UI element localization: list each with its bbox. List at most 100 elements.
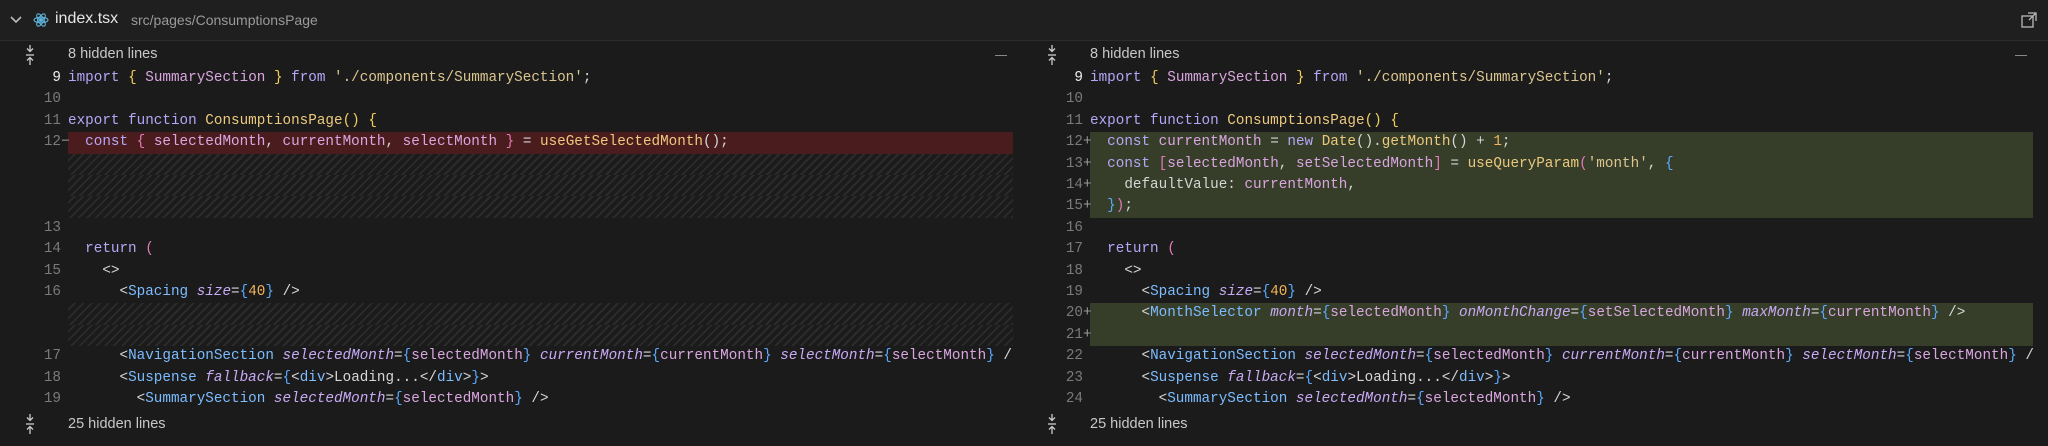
code: <MonthSelector month={selectedMonth} onM…	[1090, 303, 2033, 324]
line-number: 14	[43, 241, 61, 258]
token: ]	[1433, 155, 1451, 172]
code: const currentMonth = new Date().getMonth…	[1090, 132, 2033, 153]
expand-arrows[interactable]	[1045, 413, 1059, 435]
token: currentMonth	[282, 134, 386, 151]
token: const	[1090, 134, 1159, 151]
code-line: 14 + defaultValue: currentMonth,	[1022, 175, 2048, 197]
token: }	[522, 348, 540, 365]
expand-arrows[interactable]	[23, 413, 37, 435]
added-bg	[1090, 196, 2033, 218]
token: SummarySection	[145, 391, 274, 407]
hidden-lines-label[interactable]: 25 hidden lines	[68, 416, 166, 433]
token: ConsumptionsPage	[1227, 112, 1365, 129]
token: useGetSelectedMonth	[539, 134, 703, 151]
line-number: 19	[1065, 284, 1083, 300]
token: >	[462, 369, 472, 386]
token: =	[1450, 155, 1468, 172]
scroll-marker	[2015, 55, 2027, 56]
token: =	[1313, 305, 1322, 322]
token: 'month'	[1587, 155, 1648, 172]
token: Suspense	[1150, 369, 1228, 386]
collapse-chevron[interactable]	[8, 12, 24, 28]
token: './components/SummarySection'	[1356, 70, 1605, 86]
token: {	[368, 112, 377, 129]
hidden-lines-bottom: 25 hidden lines	[0, 410, 1020, 436]
token: div	[299, 369, 326, 386]
token: {	[1150, 70, 1168, 86]
token: selectMonth	[1802, 348, 1897, 365]
token: }	[1493, 369, 1502, 386]
hidden-lines-top: 8 hidden lines	[0, 42, 1020, 68]
token: getMonth	[1381, 134, 1451, 151]
code: <>	[1090, 261, 2033, 282]
token: SummarySection	[1167, 70, 1296, 86]
line-number: 17	[43, 348, 61, 365]
line-number: 20	[1065, 305, 1083, 322]
token: {	[883, 348, 892, 365]
hidden-lines-label[interactable]: 8 hidden lines	[68, 46, 158, 62]
open-file-button[interactable]	[2020, 11, 2038, 29]
token: =	[231, 284, 240, 300]
line-number: 13	[1065, 155, 1083, 172]
token: SummarySection	[145, 70, 274, 86]
change-marker: +	[1083, 326, 1092, 343]
token: }	[1930, 305, 1949, 322]
token: {	[1321, 305, 1331, 322]
token: >	[1484, 369, 1494, 386]
code: return (	[68, 239, 1013, 260]
code: <NavigationSection selectedMonth={select…	[68, 346, 1013, 367]
token: {	[651, 348, 661, 365]
token: >Loading...</	[325, 369, 437, 386]
token: Spacing	[1150, 284, 1219, 300]
token: new	[1287, 134, 1322, 151]
change-marker: +	[1083, 155, 1092, 172]
line-number: 12	[1065, 134, 1083, 151]
token: selectedMonth	[273, 391, 386, 407]
line-number: 15	[43, 262, 61, 279]
token: {	[239, 284, 249, 300]
token: fallback	[1227, 369, 1296, 386]
token: const	[1090, 155, 1159, 172]
token: <	[68, 391, 146, 407]
hidden-lines-label[interactable]: 8 hidden lines	[1090, 46, 1180, 62]
token: selectMonth	[891, 348, 987, 365]
token: selectMonth	[402, 134, 506, 151]
token: SummarySection	[1167, 391, 1296, 407]
token: export function	[68, 112, 206, 129]
file-name: index.tsx	[55, 10, 119, 27]
token: ;	[582, 70, 592, 86]
expand-arrows[interactable]	[1045, 44, 1059, 66]
token: selectedMonth	[153, 134, 266, 151]
expand-arrows[interactable]	[23, 44, 37, 66]
token: ().	[1356, 134, 1382, 151]
token: div	[437, 369, 463, 386]
token: />	[1295, 284, 1322, 300]
code-line: 15 <>	[0, 261, 1020, 282]
code: <>	[68, 261, 1013, 282]
file-header: index.tsx src/pages/ConsumptionsPage	[0, 0, 2048, 41]
deleted-bg	[68, 132, 1013, 154]
token: <	[68, 284, 129, 300]
token: (	[145, 241, 154, 258]
token: ()	[342, 112, 369, 129]
code-line: 13	[0, 218, 1020, 239]
added-bg	[1090, 175, 2033, 197]
token: currentMonth	[660, 348, 764, 365]
hidden-lines-label[interactable]: 25 hidden lines	[1090, 416, 1188, 433]
change-marker: +	[1083, 305, 1092, 322]
token: const	[68, 134, 137, 151]
code-line: 18 <Suspense fallback={<div>Loading...</…	[0, 368, 1020, 389]
token: }	[1295, 70, 1314, 86]
token: 40	[1270, 284, 1288, 300]
change-marker: +	[1083, 198, 1092, 215]
code-line: 22 <NavigationSection selectedMonth={sel…	[1022, 346, 2048, 367]
token: {	[128, 70, 146, 86]
code-line: 15 + });	[1022, 196, 2048, 218]
scroll-marker	[995, 55, 1007, 56]
token: <	[291, 369, 300, 386]
token: =	[1664, 348, 1674, 365]
code-line: 10	[1022, 89, 2048, 110]
token: {	[394, 391, 403, 407]
line-number: 18	[1065, 262, 1083, 279]
token: }	[1107, 198, 1116, 215]
